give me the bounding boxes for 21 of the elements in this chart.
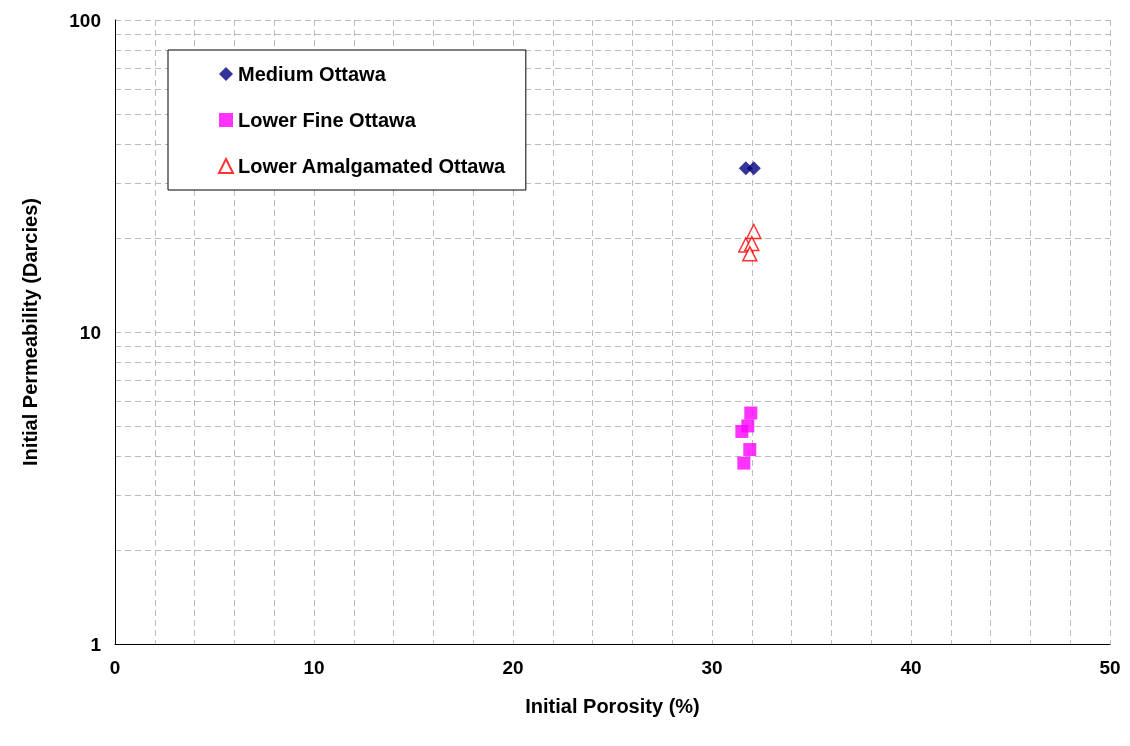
point <box>746 223 762 240</box>
y-axis-title: Initial Permeability (Darcies) <box>19 198 41 466</box>
x-tick-label: 30 <box>701 657 723 678</box>
x-tick-label: 20 <box>502 657 524 678</box>
point <box>743 443 757 457</box>
y-tick-label: 10 <box>79 321 101 343</box>
legend-label: Lower Fine Ottawa <box>238 109 417 131</box>
x-tick-label: 0 <box>109 657 121 678</box>
x-tick-label: 50 <box>1099 657 1121 678</box>
point <box>746 161 761 176</box>
y-tick-label: 1 <box>90 633 102 655</box>
point <box>744 406 758 420</box>
x-tick-label: 10 <box>303 657 325 678</box>
legend-label: Lower Amalgamated Ottawa <box>238 155 506 177</box>
x-axis-title: Initial Porosity (%) <box>525 695 700 717</box>
y-tick-label: 100 <box>69 9 101 31</box>
x-tick-label: 40 <box>900 657 922 678</box>
legend-label: Medium Ottawa <box>238 63 387 85</box>
point <box>737 456 751 470</box>
point <box>742 246 758 262</box>
point <box>735 424 749 438</box>
